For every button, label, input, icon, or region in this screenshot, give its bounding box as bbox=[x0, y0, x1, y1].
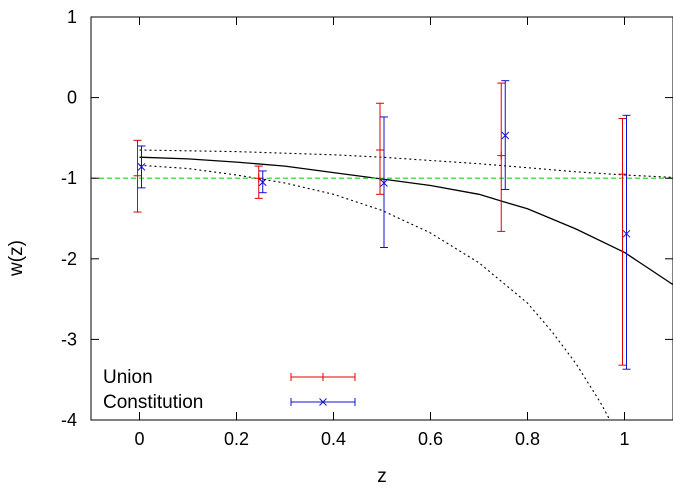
x-tick-label: 0.6 bbox=[418, 429, 443, 449]
plot-area bbox=[90, 16, 673, 421]
legend-label-constitution: Constitution bbox=[103, 392, 203, 413]
plot-frame bbox=[90, 16, 673, 421]
union-point bbox=[133, 171, 142, 180]
x-axis-label: z bbox=[377, 466, 387, 487]
curve-1 bbox=[139, 149, 673, 178]
union-point bbox=[376, 145, 384, 154]
constitution-point bbox=[380, 179, 388, 187]
legend-marker-constitution bbox=[319, 398, 327, 406]
y-axis-label: w(z) bbox=[6, 240, 27, 277]
x-tick-label: 0.8 bbox=[515, 429, 540, 449]
y-tick-label: 1 bbox=[67, 7, 77, 27]
constitution-point bbox=[258, 178, 267, 187]
fit-curves bbox=[139, 149, 673, 421]
legend-label-union: Union bbox=[103, 367, 153, 388]
x-tick-label: 0 bbox=[134, 429, 144, 449]
y-tick-label: -4 bbox=[61, 410, 77, 430]
legend: Union Constitution bbox=[103, 367, 356, 413]
curve-0 bbox=[139, 156, 673, 286]
constitution-point bbox=[137, 163, 146, 171]
y-tick-label: -3 bbox=[61, 329, 77, 349]
constitution-point bbox=[622, 229, 631, 238]
y-tick-label: -2 bbox=[61, 249, 77, 269]
union-point bbox=[497, 151, 506, 160]
ticks: 0 0.2 0.4 0.6 0.8 1 1 0 -1 -2 -3 -4 bbox=[61, 7, 673, 449]
x-tick-label: 0.2 bbox=[224, 429, 249, 449]
union-point bbox=[254, 174, 263, 183]
x-tick-label: 1 bbox=[619, 429, 629, 449]
curve-2 bbox=[139, 164, 611, 421]
constitution-point bbox=[501, 131, 510, 140]
union-point bbox=[618, 170, 627, 179]
y-tick-label: 0 bbox=[67, 88, 77, 108]
y-tick-label: -1 bbox=[61, 168, 77, 188]
error-bars bbox=[133, 80, 631, 370]
x-tick-label: 0.4 bbox=[321, 429, 346, 449]
